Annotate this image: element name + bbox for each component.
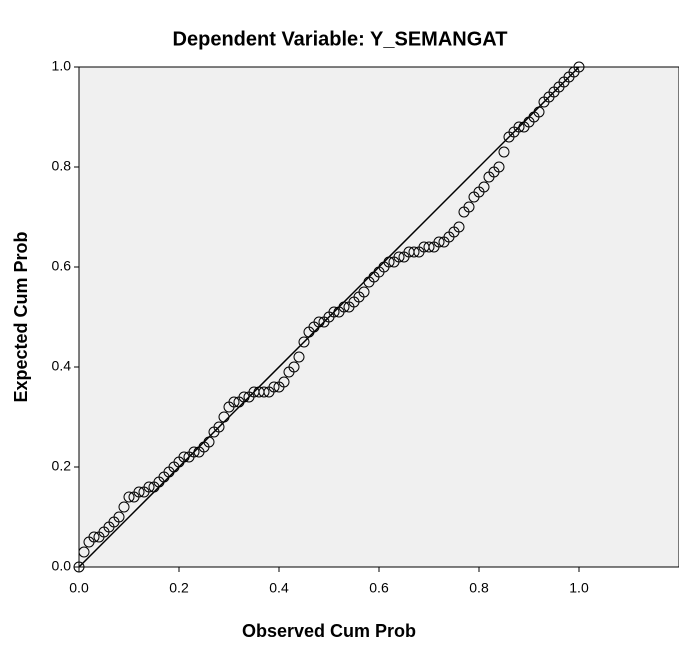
point <box>393 251 405 263</box>
point <box>188 446 200 458</box>
point <box>433 236 445 248</box>
point <box>383 256 395 268</box>
point <box>463 201 475 213</box>
point <box>123 491 135 503</box>
point <box>278 376 290 388</box>
point <box>113 511 125 523</box>
point <box>498 146 510 158</box>
point <box>328 306 340 318</box>
x-tick-label: 0.0 <box>69 580 89 596</box>
point <box>358 286 370 298</box>
point <box>513 121 525 133</box>
point <box>78 546 90 558</box>
point <box>88 531 100 543</box>
x-tick-label: 0.2 <box>169 580 189 596</box>
reference-line <box>78 66 580 568</box>
point <box>238 391 250 403</box>
y-tick-label: 0.6 <box>52 258 72 274</box>
point <box>73 561 85 573</box>
point <box>293 351 305 363</box>
x-tick-label: 0.8 <box>469 580 489 596</box>
point <box>178 451 190 463</box>
point <box>493 161 505 173</box>
point <box>453 221 465 233</box>
y-tick-label: 0.2 <box>52 458 72 474</box>
point <box>258 386 270 398</box>
plot-area <box>78 66 679 568</box>
point <box>408 246 420 258</box>
y-tick-label: 0.4 <box>52 358 72 374</box>
point <box>268 381 280 393</box>
x-axis-label: Observed Cum Prob <box>242 621 416 641</box>
point <box>228 396 240 408</box>
point <box>298 336 310 348</box>
point <box>533 106 545 118</box>
point <box>213 421 225 433</box>
x-tick-label: 0.6 <box>369 580 389 596</box>
x-tick-label: 0.4 <box>269 580 289 596</box>
point <box>338 301 350 313</box>
point <box>288 361 300 373</box>
y-axis-label: Expected Cum Prob <box>11 231 31 402</box>
x-tick-label: 1.0 <box>569 580 589 596</box>
point <box>133 486 145 498</box>
point <box>573 61 585 73</box>
point <box>478 181 490 193</box>
point <box>423 241 435 253</box>
point <box>218 411 230 423</box>
y-tick-label: 0.0 <box>52 558 72 574</box>
point <box>203 436 215 448</box>
y-tick-label: 0.8 <box>52 158 72 174</box>
chart-title: Dependent Variable: Y_SEMANGAT <box>173 28 508 50</box>
point <box>143 481 155 493</box>
y-tick-label: 1.0 <box>52 58 72 74</box>
point <box>118 501 130 513</box>
point <box>313 316 325 328</box>
